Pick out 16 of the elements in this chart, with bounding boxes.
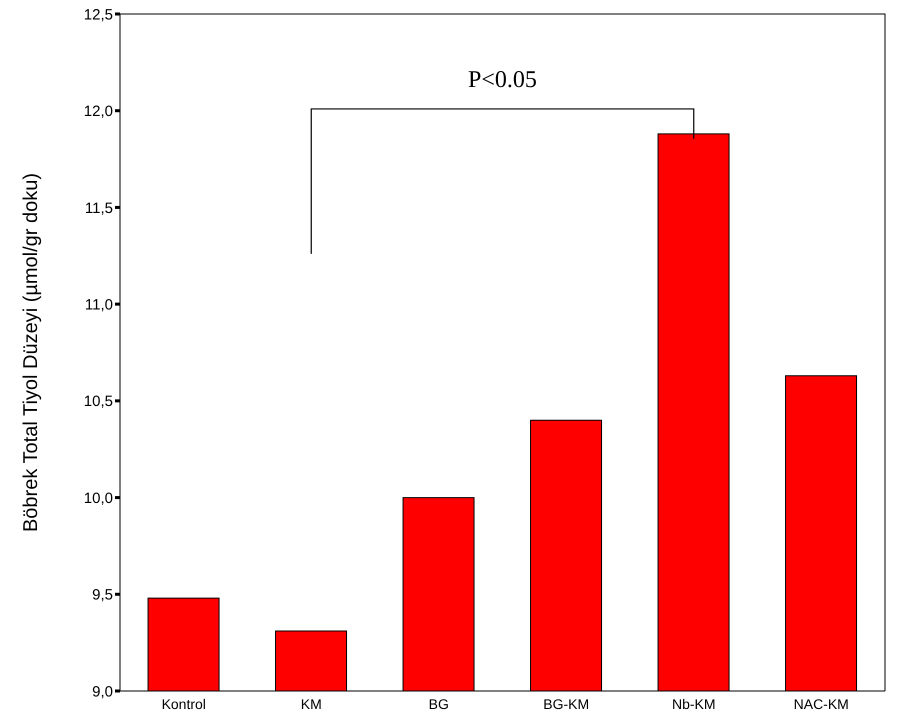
y-tick-label: 9,0 (92, 683, 113, 700)
x-tick-label: Kontrol (162, 696, 206, 712)
y-tick-label: 12,0 (84, 103, 113, 120)
annotation: P<0.05 (468, 66, 537, 93)
x-tick-label: NAC-KM (794, 696, 849, 712)
y-tick-label: 12,5 (84, 6, 113, 24)
y-tick-label: 11,0 (84, 296, 113, 314)
x-tick-label: KM (300, 696, 322, 712)
y-axis-title: Böbrek Total Tiyol Düzeyi (µmol/gr doku) (20, 172, 42, 532)
y-tick-label: 10,0 (84, 490, 113, 507)
y-tick-label: 10,5 (84, 393, 113, 410)
x-tick-label: BG (428, 696, 449, 712)
y-tick-label: 9,5 (92, 586, 113, 604)
x-tick-label: BG-KM (543, 696, 590, 712)
x-tick-label: Nb-KM (672, 696, 716, 712)
y-tick-label: 11,5 (84, 200, 113, 217)
